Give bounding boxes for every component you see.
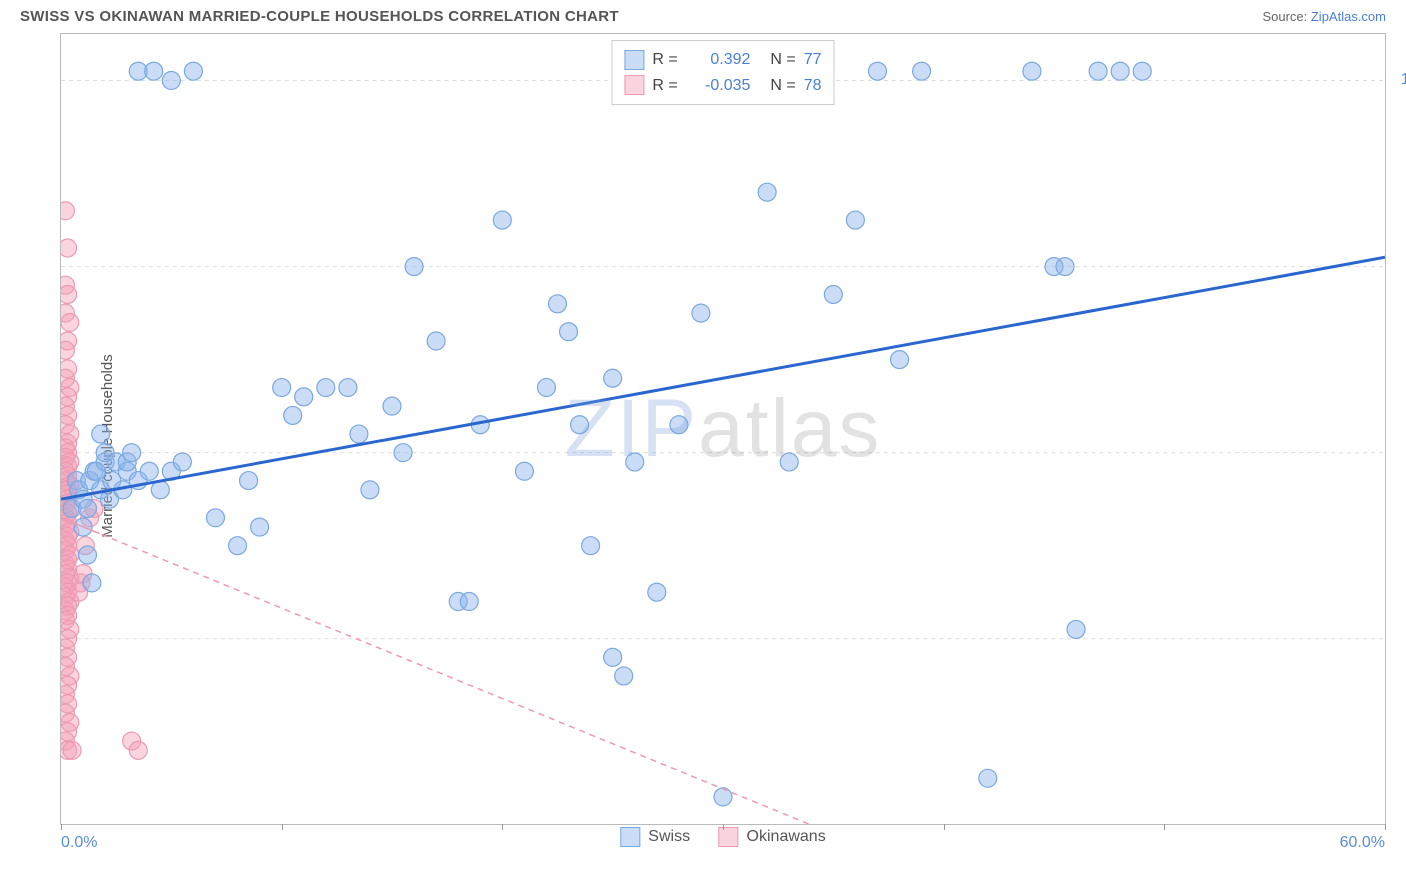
x-tick-mark <box>282 824 283 830</box>
r-label: R = <box>652 73 682 99</box>
y-tick-label: 100.0% <box>1395 71 1406 89</box>
y-tick-label: 80.0% <box>1395 257 1406 275</box>
x-tick-label: 0.0% <box>61 834 97 852</box>
x-tick-label: 60.0% <box>1340 834 1385 852</box>
n-value-okinawans: 78 <box>804 73 822 99</box>
legend-item-okinawans: Okinawans <box>719 827 826 847</box>
header: SWISS VS OKINAWAN MARRIED-COUPLE HOUSEHO… <box>0 0 1406 29</box>
stats-row-okinawans: R = -0.035 N = 78 <box>624 73 821 99</box>
x-tick-mark <box>1385 824 1386 830</box>
swatch-swiss <box>624 50 644 70</box>
y-tick-label: 60.0% <box>1395 443 1406 461</box>
y-tick-label: 40.0% <box>1395 629 1406 647</box>
x-tick-mark <box>502 824 503 830</box>
n-label: N = <box>770 73 795 99</box>
source-attribution: Source: ZipAtlas.com <box>1262 9 1386 24</box>
stats-legend: R = 0.392 N = 77 R = -0.035 N = 78 <box>611 40 834 105</box>
series-legend: Swiss Okinawans <box>608 827 837 852</box>
n-label: N = <box>770 47 795 73</box>
r-label: R = <box>652 47 682 73</box>
source-prefix: Source: <box>1262 9 1310 24</box>
legend-label-swiss: Swiss <box>648 828 690 846</box>
x-tick-mark <box>1164 824 1165 830</box>
chart-title: SWISS VS OKINAWAN MARRIED-COUPLE HOUSEHO… <box>20 8 619 25</box>
swatch-okinawans <box>624 75 644 95</box>
x-tick-mark <box>61 824 62 830</box>
x-tick-mark <box>723 824 724 830</box>
scatter-plot <box>61 34 1385 825</box>
chart-area: ZIPatlas R = 0.392 N = 77 R = -0.035 N =… <box>60 33 1386 825</box>
legend-item-swiss: Swiss <box>620 827 690 847</box>
n-value-swiss: 77 <box>804 47 822 73</box>
swatch-okinawans <box>719 827 739 847</box>
x-tick-mark <box>944 824 945 830</box>
legend-label-okinawans: Okinawans <box>747 828 826 846</box>
r-value-okinawans: -0.035 <box>690 73 750 99</box>
source-link[interactable]: ZipAtlas.com <box>1311 9 1386 24</box>
r-value-swiss: 0.392 <box>690 47 750 73</box>
stats-row-swiss: R = 0.392 N = 77 <box>624 47 821 73</box>
swatch-swiss <box>620 827 640 847</box>
